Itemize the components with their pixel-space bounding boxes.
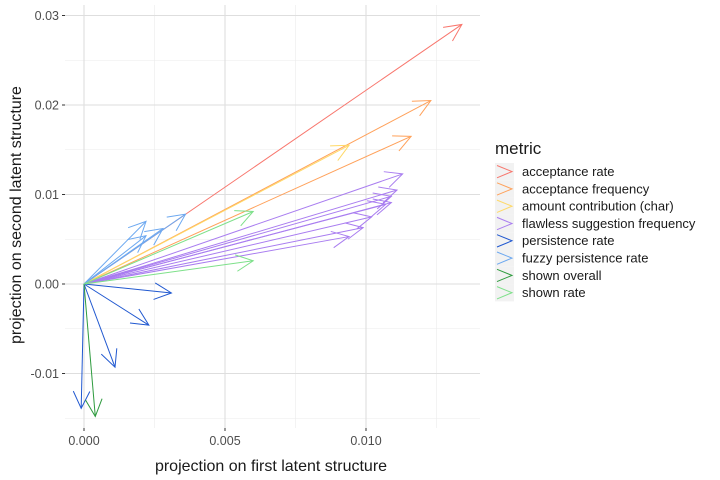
legend-label: amount contribution (char)	[522, 199, 674, 214]
arrow-series-persistence-rate	[72, 282, 173, 410]
x-tick-label: 0.010	[350, 434, 381, 448]
arrow-key-icon	[496, 234, 514, 248]
legend-label: acceptance frequency	[522, 181, 650, 196]
x-tick-label: 0.005	[209, 434, 240, 448]
legend-title: metric	[495, 139, 542, 158]
y-tick-label: 0.03	[35, 9, 59, 23]
legend-label: persistence rate	[522, 233, 615, 248]
legend-label: shown rate	[522, 285, 586, 300]
grid	[65, 5, 480, 428]
arrow-key-icon	[496, 199, 514, 213]
y-tick-label: 0.00	[35, 278, 59, 292]
arrow-series-fuzzy-persistence-rate	[83, 213, 187, 285]
legend-item: acceptance rate	[495, 163, 615, 181]
legend-item: shown overall	[495, 266, 602, 285]
legend-label: fuzzy persistence rate	[522, 251, 648, 266]
legend-label: acceptance rate	[522, 164, 615, 179]
arrow-key-icon	[496, 268, 514, 283]
arrow-key-icon	[496, 251, 514, 265]
y-tick-label: -0.01	[31, 367, 60, 381]
legend-item: amount contribution (char)	[495, 197, 674, 215]
legend-item: acceptance frequency	[495, 180, 650, 198]
arrow-key-icon	[496, 165, 514, 179]
arrow-series-flawless-suggestion-frequency	[83, 171, 404, 285]
arrow-layer	[72, 23, 463, 418]
legend-item: shown rate	[495, 284, 586, 302]
y-axis-ticks: -0.01 0.00 0.01 0.02 0.03	[31, 9, 65, 381]
arrow-series-amount-contribution-char-	[83, 144, 351, 285]
legend-item: fuzzy persistence rate	[495, 249, 648, 267]
y-tick-label: 0.02	[35, 99, 59, 113]
legend-item: flawless suggestion frequency	[495, 214, 696, 233]
x-axis-title: projection on first latent structure	[155, 458, 387, 475]
arrow-key-icon	[496, 286, 514, 300]
arrow-series-shown-overall	[83, 283, 103, 418]
legend-label: shown overall	[522, 268, 602, 283]
legend-item: persistence rate	[495, 232, 615, 250]
y-axis-title: projection on second latent structure	[8, 86, 25, 344]
legend: metric acceptance rate acceptance frequen…	[495, 139, 696, 302]
arrow-key-icon	[496, 216, 514, 231]
legend-label: flawless suggestion frequency	[522, 216, 696, 231]
x-axis-ticks: 0.000 0.005 0.010	[68, 428, 382, 448]
arrow-series-shown-rate	[83, 210, 255, 285]
y-tick-label: 0.01	[35, 188, 59, 202]
arrow-key-icon	[496, 182, 514, 196]
x-tick-label: 0.000	[68, 434, 99, 448]
